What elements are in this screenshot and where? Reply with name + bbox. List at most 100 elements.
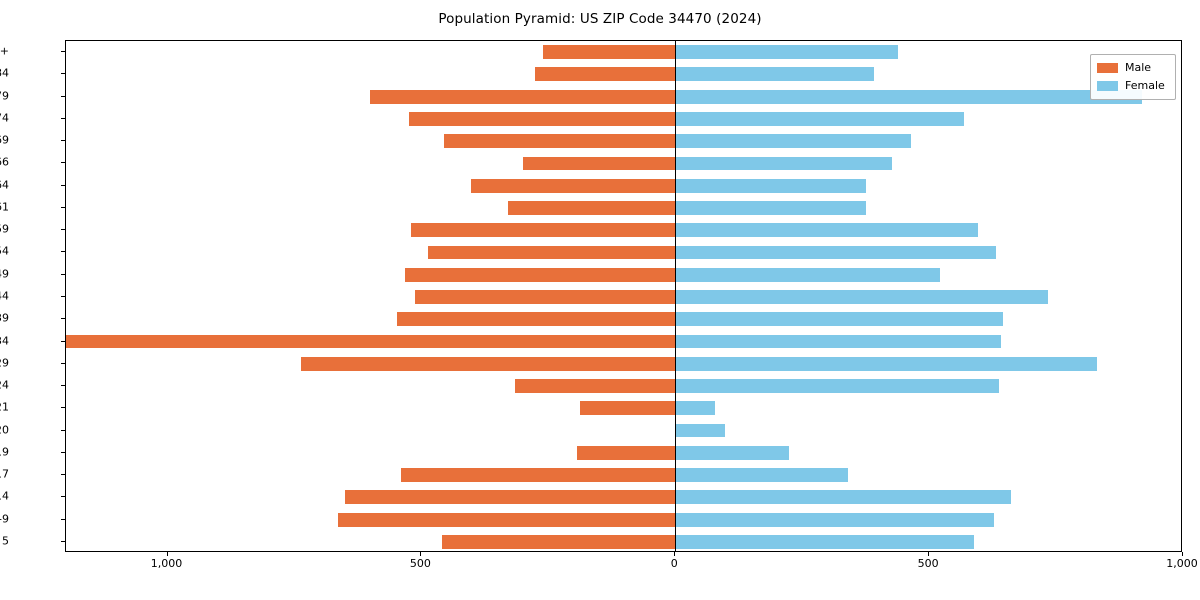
legend: Male Female bbox=[1090, 54, 1176, 100]
bar-female bbox=[675, 379, 999, 393]
y-axis-tick-label: 10-14 bbox=[0, 489, 9, 503]
bar-row bbox=[66, 112, 1181, 126]
bar-male bbox=[414, 290, 676, 304]
y-axis-tick-mark bbox=[61, 474, 65, 476]
bar-female bbox=[675, 156, 893, 171]
bar-female bbox=[675, 312, 1003, 327]
y-axis-tick-label: 65-66 bbox=[0, 155, 9, 169]
bars-container bbox=[66, 41, 1181, 551]
bar-row bbox=[66, 201, 1181, 215]
bar-male bbox=[369, 89, 676, 104]
y-axis-tick-mark bbox=[61, 51, 65, 53]
x-axis-tick-mark bbox=[1182, 552, 1183, 556]
bar-row bbox=[66, 468, 1181, 482]
bar-male bbox=[580, 401, 676, 416]
bar-female bbox=[675, 534, 975, 549]
zero-axis-line bbox=[674, 41, 676, 551]
y-axis-tick-label: 35-39 bbox=[0, 311, 9, 325]
bar-female bbox=[675, 245, 997, 260]
y-axis-tick-label: 18-19 bbox=[0, 445, 9, 459]
x-axis-tick-label: 1,000 bbox=[1166, 557, 1198, 570]
bar-female bbox=[675, 67, 874, 82]
legend-item-male: Male bbox=[1097, 60, 1169, 75]
bar-male bbox=[470, 178, 676, 193]
y-axis-tick-label: 21 bbox=[0, 400, 9, 414]
bar-female bbox=[675, 401, 716, 416]
bar-row bbox=[66, 290, 1181, 304]
y-axis-tick-label: 40-44 bbox=[0, 289, 9, 303]
bar-row bbox=[66, 267, 1181, 282]
y-axis-tick-label: 20 bbox=[0, 423, 9, 437]
y-axis-tick-mark bbox=[61, 273, 65, 275]
page-title: Population Pyramid: US ZIP Code 34470 (2… bbox=[438, 11, 762, 27]
y-axis-tick-mark bbox=[61, 162, 65, 164]
bar-male bbox=[66, 334, 676, 349]
bar-female bbox=[675, 178, 867, 193]
y-axis-tick-mark bbox=[61, 385, 65, 387]
bar-male bbox=[444, 134, 676, 149]
y-axis-tick-mark bbox=[61, 251, 65, 253]
bar-row bbox=[66, 379, 1181, 393]
legend-swatch-female bbox=[1097, 80, 1118, 91]
bar-male bbox=[409, 112, 676, 126]
bar-female bbox=[675, 512, 994, 527]
bar-female bbox=[675, 89, 1142, 104]
bar-female bbox=[675, 267, 940, 282]
bar-male bbox=[397, 312, 676, 327]
bar-male bbox=[401, 468, 676, 482]
y-axis-tick-mark bbox=[61, 496, 65, 498]
bar-female bbox=[675, 134, 912, 149]
x-axis-tick-mark bbox=[420, 552, 422, 556]
bar-row bbox=[66, 45, 1181, 60]
bar-row bbox=[66, 245, 1181, 260]
bar-male bbox=[404, 267, 676, 282]
bar-female bbox=[675, 45, 898, 60]
bar-row bbox=[66, 445, 1181, 460]
y-axis-tick-label: 30-34 bbox=[0, 334, 9, 348]
bar-male bbox=[300, 356, 676, 371]
bar-row bbox=[66, 67, 1181, 82]
y-axis-tick-mark bbox=[61, 229, 65, 231]
y-axis-tick-mark bbox=[61, 140, 65, 142]
bar-row bbox=[66, 178, 1181, 193]
y-axis-tick-label: Under 5 bbox=[0, 534, 9, 548]
legend-label: Male bbox=[1125, 61, 1152, 74]
y-axis-tick-label: 5-9 bbox=[0, 512, 9, 526]
x-axis-tick-mark bbox=[928, 552, 930, 556]
bar-female bbox=[675, 423, 726, 438]
x-axis-tick-mark bbox=[674, 552, 676, 556]
y-axis-tick-mark bbox=[61, 117, 65, 119]
y-axis-tick-label: 62-64 bbox=[0, 178, 9, 192]
bar-male bbox=[543, 45, 676, 60]
y-axis-tick-mark bbox=[61, 429, 65, 431]
y-axis-tick-mark bbox=[61, 407, 65, 409]
y-axis-tick-mark bbox=[61, 362, 65, 364]
y-axis-tick-label: 60-61 bbox=[0, 200, 9, 214]
bar-row bbox=[66, 89, 1181, 104]
y-axis-tick-label: 22-24 bbox=[0, 378, 9, 392]
bar-male bbox=[441, 534, 676, 549]
x-axis-tick-mark bbox=[166, 552, 168, 556]
bar-male bbox=[508, 201, 676, 215]
bar-male bbox=[427, 245, 676, 260]
bar-female bbox=[675, 223, 978, 238]
bar-female bbox=[675, 201, 866, 215]
bar-row bbox=[66, 512, 1181, 527]
y-axis-tick-mark bbox=[61, 95, 65, 97]
legend-label: Female bbox=[1125, 79, 1165, 92]
y-axis-tick-mark bbox=[61, 318, 65, 320]
bar-female bbox=[675, 490, 1012, 505]
bar-female bbox=[675, 468, 849, 482]
x-axis-tick-label: 500 bbox=[409, 557, 431, 570]
y-axis-tick-mark bbox=[61, 518, 65, 520]
y-axis-tick-mark bbox=[61, 206, 65, 208]
bar-row bbox=[66, 156, 1181, 171]
bar-female bbox=[675, 445, 789, 460]
y-axis-tick-label: 15-17 bbox=[0, 467, 9, 481]
y-axis-tick-mark bbox=[61, 451, 65, 453]
y-axis-tick-label: 85+ bbox=[0, 44, 9, 58]
bar-female bbox=[675, 334, 1002, 349]
bar-female bbox=[675, 112, 965, 126]
bar-female bbox=[675, 290, 1048, 304]
bar-row bbox=[66, 223, 1181, 238]
